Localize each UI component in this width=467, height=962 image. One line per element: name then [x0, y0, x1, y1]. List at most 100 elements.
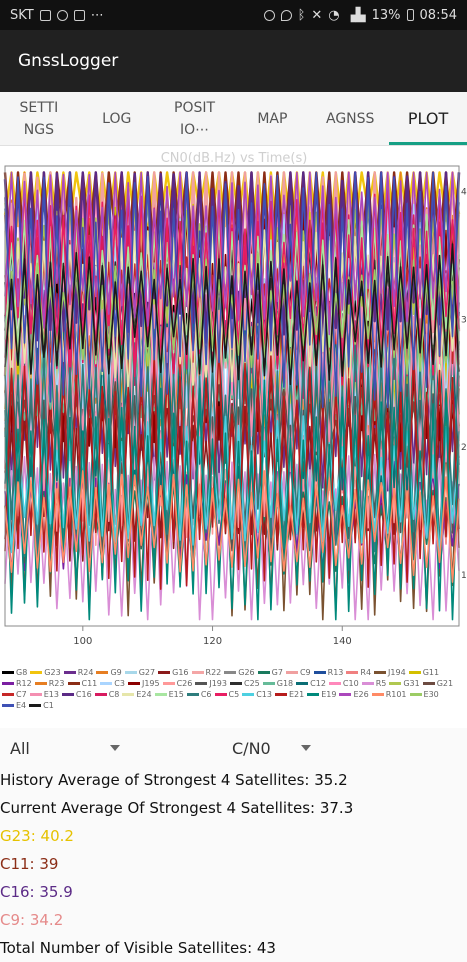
legend-item: G31 [389, 679, 420, 688]
bluetooth-icon: ᛒ [297, 7, 306, 23]
legend-swatch [328, 682, 341, 685]
app-notification-icon [56, 9, 68, 21]
legend-label: R24 [77, 668, 94, 677]
legend-item: R22 [191, 668, 222, 677]
legend-label: G23 [44, 668, 61, 677]
legend-item: E30 [409, 690, 439, 699]
legend-item: C13 [242, 690, 272, 699]
cn0-chart[interactable]: CN0(dB.Hz) vs Time(s) 100 120 140 40 30 20 10 [0, 146, 467, 666]
legend-label: G8 [16, 668, 28, 677]
legend-item: G9 [96, 668, 122, 677]
legend-item: E21 [274, 690, 304, 699]
legend-item: R4 [346, 668, 371, 677]
legend-label: R22 [205, 668, 222, 677]
tab-position[interactable]: POSIT IO⋯ [156, 92, 234, 145]
x-tick-label: 140 [333, 636, 352, 647]
legend-swatch [307, 693, 320, 696]
tab-settings[interactable]: SETTI NGS [0, 92, 78, 145]
total-visible: Total Number of Visible Satellites: 43 [0, 939, 276, 957]
top-satellite-2: C11: 39 [0, 855, 59, 873]
y-tick-label: 30 [461, 315, 467, 325]
location-icon [280, 9, 292, 21]
legend-swatch [408, 671, 421, 674]
legend-label: G26 [238, 668, 255, 677]
series-line-g18 [4, 312, 460, 424]
legend-label: J193 [209, 679, 227, 688]
tab-agnss-label: AGNSS [326, 110, 375, 127]
legend-label: R5 [375, 679, 387, 688]
legend-label: C12 [310, 679, 326, 688]
constellation-select[interactable]: All [10, 733, 120, 763]
legend-item: R24 [63, 668, 94, 677]
legend-swatch [94, 693, 107, 696]
tab-map[interactable]: MAP [233, 92, 311, 145]
legend-label: J194 [388, 668, 406, 677]
legend-item: R23 [34, 679, 65, 688]
legend-swatch [29, 693, 42, 696]
series-line-r101 [4, 470, 460, 583]
legend-label: C9 [299, 668, 311, 677]
legend-label: R4 [360, 668, 372, 677]
legend-item: G16 [158, 668, 189, 677]
gallery-icon [39, 9, 51, 21]
metric-select[interactable]: C/N0 [232, 733, 311, 763]
legend-swatch [191, 671, 204, 674]
legend-label: C26 [176, 679, 193, 688]
legend-label: J195 [141, 679, 160, 688]
legend-item: J195 [127, 679, 160, 688]
legend-label: E4 [16, 701, 27, 710]
legend-label: E26 [353, 690, 369, 699]
legend-label: G18 [276, 679, 294, 688]
legend-swatch [339, 693, 352, 696]
legend-item: C11 [67, 679, 98, 688]
legend-label: C3 [114, 679, 125, 688]
legend-swatch [127, 682, 140, 685]
legend-swatch [34, 682, 47, 685]
legend-swatch [274, 693, 287, 696]
y-tick-label: 40 [461, 188, 467, 198]
tab-plot-label: PLOT [407, 108, 449, 128]
legend-swatch [124, 671, 137, 674]
tab-log[interactable]: LOG [78, 92, 156, 145]
legend-swatch [262, 682, 275, 685]
plot-area[interactable]: CN0(dB.Hz) vs Time(s) 100 120 140 40 30 20 10 [0, 146, 467, 728]
chart-legend: G8 G23 R24 G9 G27 G16 R22 G26 G7 C9 R13 R4 J194 G11 R1… [2, 668, 465, 710]
legend-swatch [214, 693, 227, 696]
legend-swatch [122, 693, 135, 696]
legend-item: C9 [285, 668, 311, 677]
series-line-e4 [4, 171, 460, 409]
series-line-r5 [4, 440, 460, 621]
metric-select-value: C/N0 [232, 738, 271, 758]
legend-item: C7 [2, 690, 27, 699]
wifi-icon: ◔ [328, 7, 340, 23]
legend-item: C1 [29, 701, 54, 710]
legend-label: E24 [136, 690, 152, 699]
legend-swatch [67, 682, 80, 685]
legend-item: C6 [186, 690, 212, 699]
legend-label: E13 [43, 690, 59, 699]
tick-layer: 100 120 140 40 30 20 10 [73, 188, 467, 647]
chevron-down-icon [300, 745, 311, 751]
legend-swatch [257, 671, 270, 674]
battery-icon [406, 9, 414, 21]
legend-label: C8 [108, 690, 120, 699]
legend-label: G16 [172, 668, 189, 677]
tab-settings-label: SETTI NGS [19, 99, 59, 138]
more-notifications-icon: ⋯ [90, 7, 105, 23]
series-line-c1 [4, 243, 460, 386]
legend-swatch [346, 671, 359, 674]
tab-plot[interactable]: PLOT [389, 92, 467, 145]
legend-item: C26 [162, 679, 193, 688]
carrier-label: SKT [10, 7, 34, 23]
tab-agnss[interactable]: AGNSS [311, 92, 389, 145]
legend-label: C11 [81, 679, 98, 688]
legend-item: E24 [122, 690, 152, 699]
legend-swatch [296, 682, 309, 685]
legend-label: G9 [110, 668, 122, 677]
signal-icon: ▗▙ [345, 7, 366, 23]
legend-item: E15 [154, 690, 184, 699]
legend-item: G7 [257, 668, 283, 677]
legend-label: E15 [168, 690, 184, 699]
legend-label: C25 [244, 679, 260, 688]
legend-swatch [313, 671, 326, 674]
